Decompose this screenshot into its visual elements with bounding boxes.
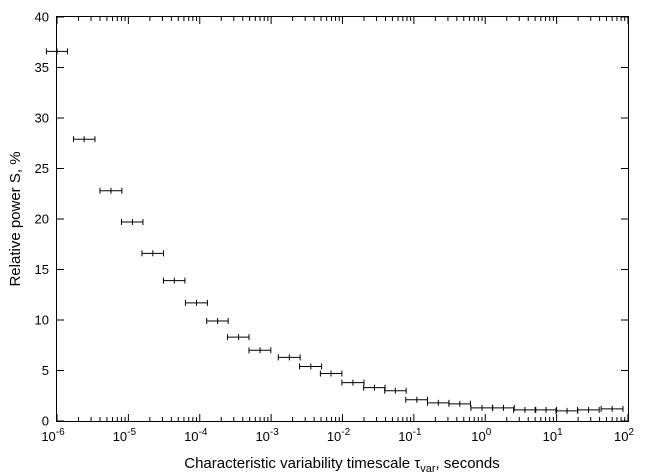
data-point xyxy=(534,406,558,413)
x-tick-label-base: 10 xyxy=(41,429,55,444)
data-point xyxy=(277,354,301,361)
x-axis-title: Characteristic variability timescale τva… xyxy=(184,455,500,474)
data-point xyxy=(491,404,515,411)
data-point xyxy=(120,219,144,226)
x-tick-label-exponent: -3 xyxy=(270,427,279,438)
data-point xyxy=(341,379,365,386)
data-point xyxy=(426,399,450,406)
x-tick-label: 10-6 xyxy=(41,427,65,444)
y-tick-label: 35 xyxy=(35,60,49,75)
data-point xyxy=(555,407,579,414)
data-point xyxy=(99,187,123,194)
x-tick-labels: 10-6 10-5 10-4 10-3 10-2 10-1 100 101 102 xyxy=(41,427,634,444)
y-tick-label: 25 xyxy=(35,161,49,176)
x-tick-label-exponent: -5 xyxy=(127,427,136,438)
data-point xyxy=(184,299,208,306)
x-tick-label-exponent: 2 xyxy=(628,427,634,438)
x-tick-label: 100 xyxy=(471,427,491,444)
y-tick-label: 20 xyxy=(35,212,49,227)
x-tick-label: 10-1 xyxy=(398,427,422,444)
y-axis-title: Relative power S, % xyxy=(7,151,24,286)
data-point xyxy=(45,48,68,55)
x-axis-title-after: , seconds xyxy=(436,455,500,472)
x-tick-label: 102 xyxy=(614,427,634,444)
x-tick-label: 10-2 xyxy=(327,427,351,444)
x-tick-label-exponent: -1 xyxy=(413,427,422,438)
x-tick-label: 10-3 xyxy=(255,427,279,444)
data-point xyxy=(363,384,386,391)
data-point xyxy=(299,363,323,370)
data-point xyxy=(248,347,272,354)
x-tick-label-base: 10 xyxy=(398,429,412,444)
x-tick-label-base: 10 xyxy=(471,429,485,444)
y-tick-label: 15 xyxy=(35,262,49,277)
data-point xyxy=(576,406,600,413)
data-point xyxy=(227,334,250,341)
x-tick-label-exponent: 1 xyxy=(557,427,563,438)
data-point xyxy=(206,318,229,325)
y-tick-label: 5 xyxy=(42,363,49,378)
data-point xyxy=(162,277,186,284)
data-point xyxy=(72,136,96,143)
x-tick-label: 10-5 xyxy=(113,427,137,444)
x-tick-label-exponent: -2 xyxy=(341,427,350,438)
x-axis-title-symbol: τ xyxy=(414,455,420,472)
x-tick-label: 101 xyxy=(543,427,563,444)
plot-frame xyxy=(56,16,629,422)
y-tick-label: 30 xyxy=(35,111,49,126)
data-point xyxy=(470,404,494,411)
x-tick-label-exponent: -4 xyxy=(199,427,208,438)
x-tick-label-exponent: 0 xyxy=(486,427,492,438)
y-tick-labels: 0 5 10 15 20 25 30 35 40 xyxy=(35,10,49,429)
y-tick-label: 10 xyxy=(35,313,49,328)
x-tick-label-base: 10 xyxy=(255,429,269,444)
data-points xyxy=(45,48,624,414)
x-axis-title-before: Characteristic variability timescale xyxy=(184,455,414,472)
x-tick-label-exponent: -6 xyxy=(56,427,65,438)
x-tick-label-base: 10 xyxy=(113,429,127,444)
x-tick-label-base: 10 xyxy=(614,429,628,444)
data-point xyxy=(513,406,537,413)
x-tick-label-base: 10 xyxy=(543,429,557,444)
data-point xyxy=(448,400,471,407)
x-axis-title-subscript: var xyxy=(420,463,436,474)
y-tick-label: 0 xyxy=(42,414,49,429)
data-point xyxy=(600,405,624,412)
y-tick-label: 40 xyxy=(35,10,49,25)
x-tick-label-base: 10 xyxy=(184,429,198,444)
minor-ticks xyxy=(77,17,626,421)
major-ticks xyxy=(56,16,629,422)
data-point xyxy=(384,387,407,394)
data-point xyxy=(141,250,164,257)
data-point xyxy=(319,370,343,377)
data-point xyxy=(405,396,428,403)
x-tick-label-base: 10 xyxy=(327,429,341,444)
x-tick-label: 10-4 xyxy=(184,427,208,444)
